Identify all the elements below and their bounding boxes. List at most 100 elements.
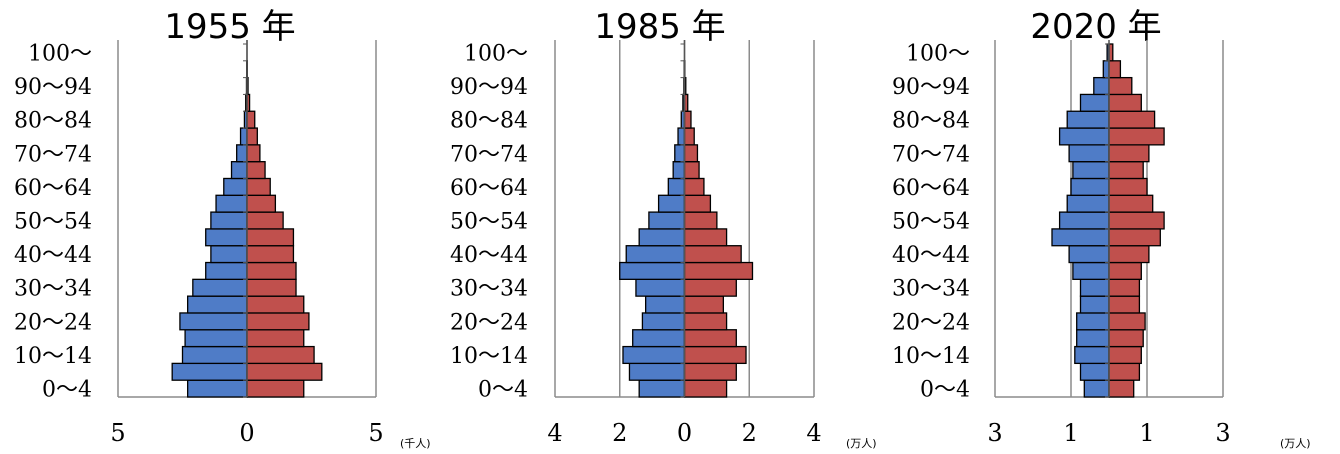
- age-label: 40〜44: [450, 243, 528, 268]
- bar-female: [683, 278, 737, 297]
- x-tick-label: 1: [1063, 419, 1078, 447]
- age-label: 50〜54: [892, 210, 970, 235]
- unit-label: (万人): [846, 437, 877, 450]
- bar-female: [1108, 362, 1141, 381]
- bar-male: [1079, 362, 1110, 381]
- age-label: 30〜34: [450, 277, 528, 302]
- age-label: 40〜44: [892, 243, 970, 268]
- bar-male: [1068, 245, 1110, 264]
- bar-female: [683, 127, 695, 146]
- bar-female: [683, 110, 692, 129]
- x-tick-label: 5: [110, 419, 125, 447]
- bar-female: [246, 295, 305, 314]
- bar-male: [638, 228, 686, 247]
- age-label: 10〜14: [892, 344, 970, 369]
- age-label: 40〜44: [14, 243, 92, 268]
- bar-male: [1079, 295, 1110, 314]
- bar-female: [683, 161, 700, 180]
- bar-male: [181, 345, 248, 365]
- age-label: 90〜94: [450, 75, 528, 100]
- bar-male: [1051, 228, 1110, 247]
- bar-female: [1108, 161, 1144, 180]
- bar-female: [1108, 144, 1150, 163]
- x-tick-label: 3: [1215, 419, 1230, 447]
- bar-male: [1072, 261, 1110, 280]
- bar-female: [1108, 312, 1146, 331]
- bar-female: [1108, 60, 1122, 79]
- bar-female: [246, 177, 271, 196]
- age-label: 100〜: [28, 41, 92, 66]
- bar-female: [1108, 194, 1154, 213]
- bar-male: [1079, 93, 1110, 112]
- bar-female: [246, 127, 258, 146]
- x-tick-label: 3: [987, 419, 1002, 447]
- bar-male: [632, 329, 686, 348]
- x-tick-label: 2: [612, 419, 627, 447]
- bar-male: [1058, 127, 1110, 146]
- bar-female: [246, 228, 295, 247]
- bar-male: [192, 278, 248, 297]
- chart-title: 1985 年: [594, 7, 725, 47]
- bar-female: [1108, 110, 1156, 129]
- bar-female: [683, 144, 699, 163]
- bar-female: [246, 245, 295, 264]
- age-label: 60〜64: [450, 176, 528, 201]
- age-label: 70〜74: [14, 142, 92, 167]
- age-label: 30〜34: [14, 277, 92, 302]
- bar-female: [246, 110, 256, 129]
- bar-female: [683, 362, 737, 381]
- bar-male: [648, 211, 686, 230]
- bar-male: [1093, 76, 1110, 96]
- bar-female: [1108, 261, 1142, 280]
- age-label: 60〜64: [14, 176, 92, 201]
- age-label: 10〜14: [450, 344, 528, 369]
- bar-male: [625, 245, 686, 264]
- bar-male: [1072, 161, 1110, 180]
- unit-label: (万人): [1280, 437, 1311, 450]
- bar-female: [1108, 177, 1148, 196]
- age-label: 30〜34: [892, 277, 970, 302]
- age-label: 100〜: [464, 41, 528, 66]
- x-tick-label: 2: [742, 419, 757, 447]
- bar-male: [236, 144, 248, 163]
- bar-female: [683, 295, 724, 314]
- age-label: 100〜: [906, 41, 970, 66]
- age-label: 90〜94: [14, 75, 92, 100]
- bar-male: [628, 362, 686, 381]
- bar-male: [619, 261, 686, 280]
- x-tick-label: 1: [1139, 419, 1154, 447]
- bar-female: [1108, 228, 1161, 247]
- bar-male: [205, 228, 248, 247]
- age-label: 80〜84: [14, 109, 92, 134]
- bar-female: [1108, 76, 1133, 96]
- bar-male: [667, 177, 686, 196]
- bar-female: [246, 312, 310, 331]
- bar-male: [184, 329, 248, 348]
- bar-female: [246, 161, 266, 180]
- bar-female: [1108, 245, 1150, 264]
- age-label: 10〜14: [14, 344, 92, 369]
- bar-female: [683, 379, 728, 398]
- age-label: 0〜4: [920, 378, 970, 403]
- bar-male: [672, 161, 686, 180]
- bar-male: [187, 295, 248, 314]
- bar-male: [638, 379, 686, 398]
- bar-male: [230, 161, 248, 180]
- bar-male: [239, 127, 248, 146]
- bar-male: [1074, 345, 1110, 365]
- bar-male: [1068, 144, 1110, 163]
- bar-male: [205, 261, 248, 280]
- bar-female: [246, 379, 305, 398]
- bar-male: [1076, 329, 1110, 348]
- age-label: 20〜24: [450, 310, 528, 335]
- age-label: 80〜84: [450, 109, 528, 134]
- bar-female: [246, 261, 297, 280]
- bar-male: [179, 312, 248, 331]
- bar-male: [657, 194, 686, 213]
- x-tick-label: 4: [547, 419, 562, 447]
- bar-male: [1083, 379, 1110, 398]
- age-label: 20〜24: [892, 310, 970, 335]
- bar-male: [215, 194, 248, 213]
- age-label: 0〜4: [478, 378, 528, 403]
- x-tick-label: 0: [677, 419, 692, 447]
